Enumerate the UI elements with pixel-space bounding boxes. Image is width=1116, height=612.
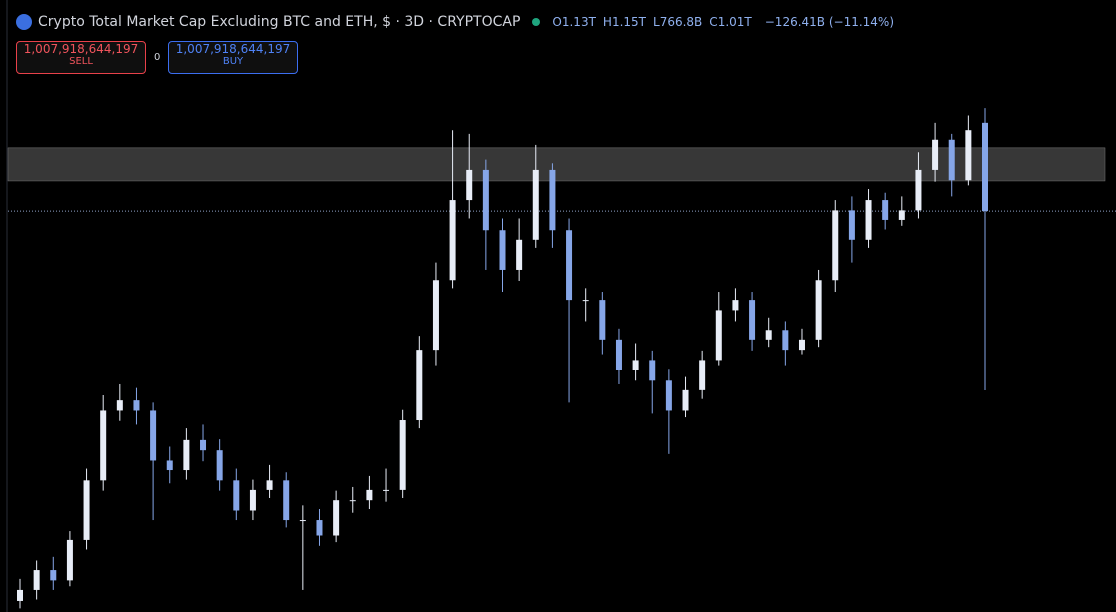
- candle-body: [615, 339, 622, 370]
- candle-body: [599, 300, 606, 340]
- candle-body: [183, 439, 190, 471]
- ohlc-key: O: [552, 15, 562, 29]
- candle-body: [682, 389, 689, 411]
- ohlc-key: C: [709, 15, 718, 29]
- candle-body: [915, 169, 922, 211]
- candle-body: [499, 230, 506, 270]
- candle-body: [283, 480, 290, 521]
- candle-body: [116, 400, 123, 411]
- ohlc-value: 1.13T: [561, 15, 596, 29]
- candle-body: [665, 380, 672, 411]
- candle-body: [699, 360, 706, 390]
- symbol-title[interactable]: Crypto Total Market Cap Excluding BTC an…: [38, 14, 521, 30]
- candle-body: [66, 539, 73, 581]
- candle-body: [782, 330, 789, 351]
- price-zone: [7, 147, 1106, 182]
- candle-body: [100, 410, 107, 481]
- candle-body: [366, 489, 373, 501]
- ohlc-key: H: [602, 15, 612, 29]
- candle-body: [749, 300, 756, 340]
- symbol-icon: [16, 14, 32, 30]
- candle-body: [832, 210, 839, 281]
- candle-body: [715, 310, 722, 361]
- ohlc-value: 1.01T: [717, 15, 752, 29]
- candle-body: [233, 480, 240, 511]
- legend: Crypto Total Market Cap Excluding BTC an…: [16, 14, 894, 30]
- candle-body: [549, 169, 556, 231]
- candle-body: [516, 239, 523, 270]
- change: −126.41B (−11.14%): [764, 15, 895, 29]
- buy-price: 1,007,918,644,197: [175, 42, 291, 56]
- ohlc-values: O1.13T H1.15T L766.8B C1.01T: [552, 15, 758, 29]
- candle-body: [333, 500, 340, 536]
- candle-body: [649, 360, 656, 381]
- ohlc-value: 1.15T: [611, 15, 647, 29]
- candle-body: [200, 439, 207, 451]
- ohlc-value: 766.8B: [659, 15, 703, 29]
- candle-body: [732, 300, 739, 311]
- buy-button[interactable]: 1,007,918,644,197 BUY: [168, 41, 298, 74]
- candle-body: [798, 339, 805, 351]
- candle-body: [216, 450, 223, 481]
- candle-body: [249, 489, 256, 511]
- sell-price: 1,007,918,644,197: [23, 42, 139, 56]
- candle-body: [815, 280, 822, 340]
- candle-body: [449, 200, 456, 281]
- candle-body: [765, 330, 772, 340]
- candle-body: [965, 130, 972, 181]
- candle-body: [865, 200, 872, 240]
- candle-body: [882, 200, 889, 220]
- candle-body: [948, 139, 955, 181]
- candle-body: [848, 210, 855, 240]
- sell-label: SELL: [69, 56, 93, 67]
- candle-body: [83, 480, 90, 540]
- candle-body: [482, 169, 489, 231]
- candle-body: [632, 360, 639, 370]
- candle-body: [566, 230, 573, 301]
- candle-body: [383, 489, 390, 491]
- candle-body: [466, 169, 473, 201]
- candle-body: [932, 139, 939, 170]
- candle-body: [582, 300, 589, 302]
- candle-body: [416, 350, 423, 421]
- candle-body: [50, 570, 57, 581]
- candle-body: [166, 460, 173, 471]
- spread: 0: [154, 52, 161, 63]
- candle-body: [349, 500, 356, 502]
- candle-body: [982, 122, 988, 212]
- candle-body: [17, 589, 23, 601]
- candle-body: [898, 210, 905, 220]
- candle-body: [432, 280, 439, 351]
- buy-label: BUY: [222, 56, 244, 67]
- candle-body: [316, 520, 323, 536]
- candle-body: [133, 400, 140, 411]
- candle-body: [299, 520, 306, 522]
- candle-body: [266, 480, 273, 490]
- ohlc-key: L: [653, 15, 660, 29]
- candle-body: [33, 570, 40, 590]
- candle-body: [150, 410, 157, 461]
- candle-body: [399, 420, 406, 490]
- sell-button[interactable]: 1,007,918,644,197 SELL: [16, 41, 146, 74]
- candle-body: [532, 169, 539, 240]
- status-dot: [532, 18, 541, 26]
